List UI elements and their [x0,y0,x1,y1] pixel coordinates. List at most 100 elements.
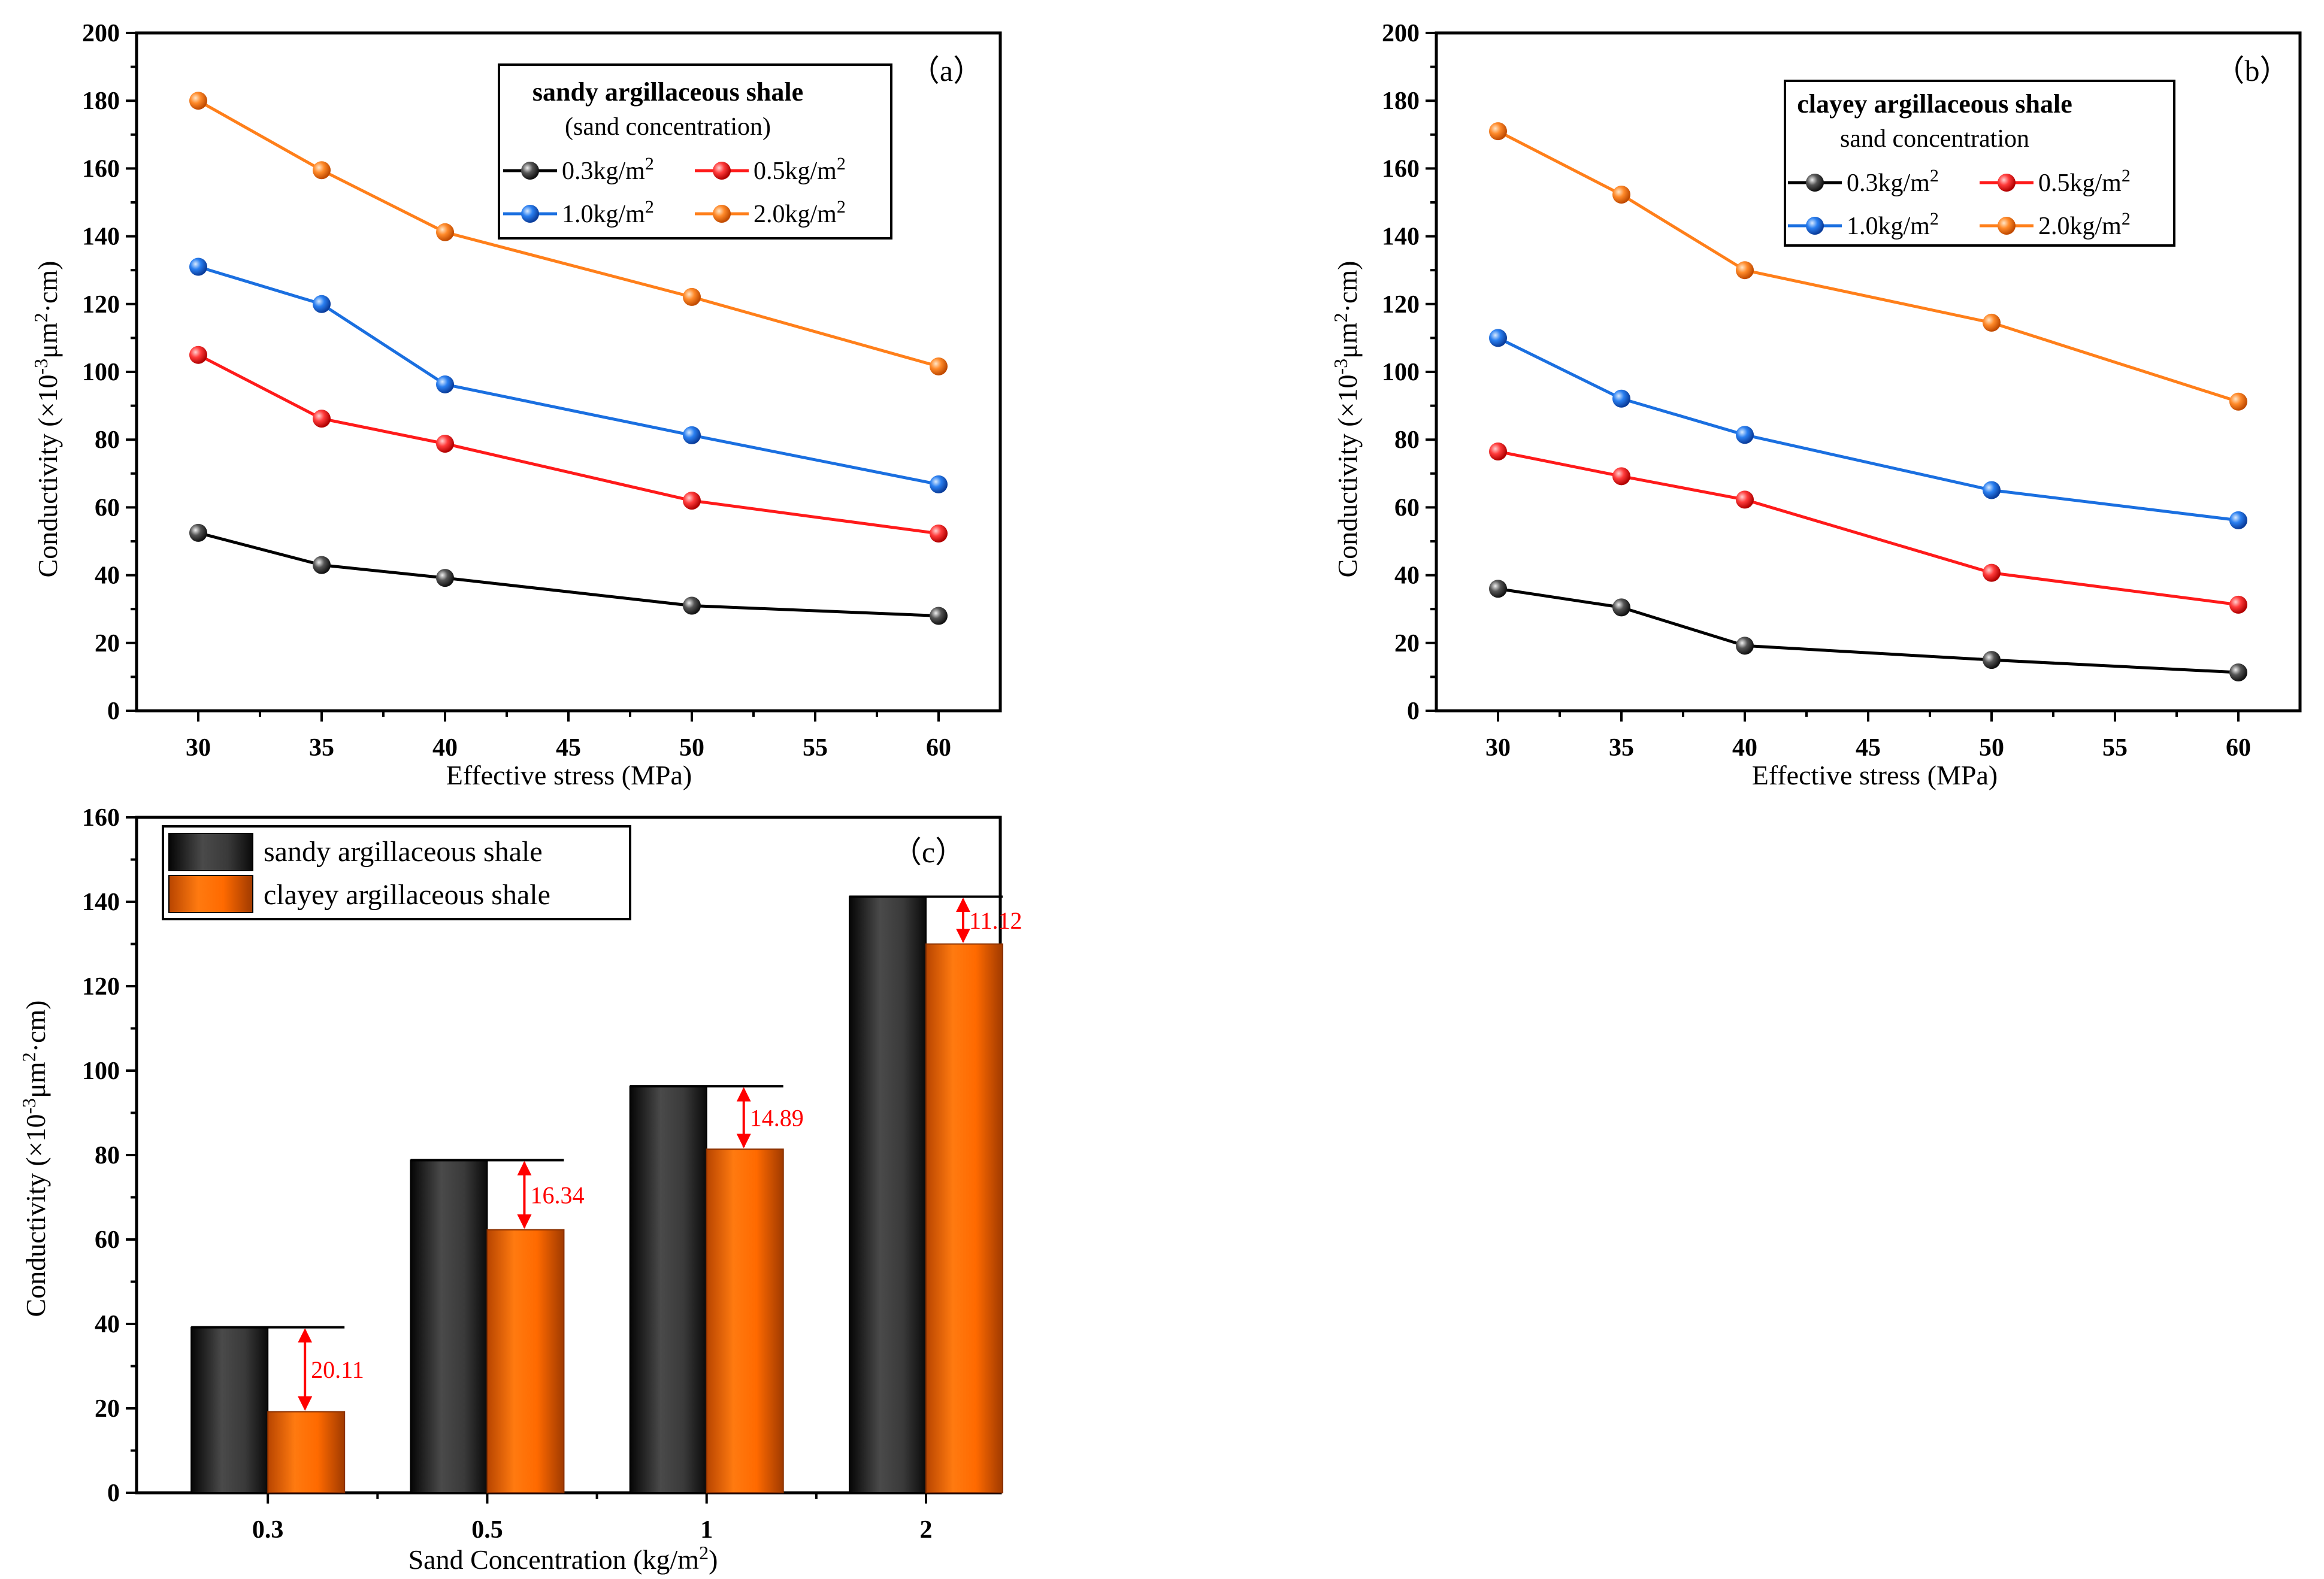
panel-b-x-tick-label: 50 [1979,734,2004,762]
panel-b-y-tick-label: 140 [1382,223,1420,251]
panel-b-legend-label: 2.0kg/m2 [2038,209,2131,240]
panel-b-data-point [1489,580,1507,598]
bar-sandy [190,1326,269,1493]
panel-b-data-point [1612,598,1630,617]
panel-b-data-point [1983,563,2001,582]
panel-a-data-point [436,223,454,241]
panel-a-series-line [198,265,939,486]
panel-a-data-point [930,607,948,625]
bar-clayey [925,943,1003,1493]
panel-c-y-tick-label: 140 [82,889,120,916]
panel-c-x-tick-label: 0.3 [252,1516,284,1544]
panel-b-label: （b） [2215,54,2290,87]
panel-a-data-point [930,357,948,375]
panel-b-data-point [1736,261,1754,280]
panel-b-series [1489,122,2247,682]
panel-a-y-tick-label: 40 [95,562,120,590]
panel-c-y-tick-label: 80 [95,1142,120,1169]
panel-c-bars: 20.11 16.34 14.89 11.12 [190,895,1022,1494]
panel-b-series-line [1497,450,2239,607]
panel-a-legend-box [498,63,892,240]
panel-b-data-point [2229,595,2247,614]
panel-a-data-point [313,410,331,428]
panel-a-data-point [683,426,701,444]
panel-c-y-tick-label: 40 [95,1311,120,1338]
bar-clayey [706,1148,784,1493]
panel-b-data-point [1983,313,2001,332]
panel-b-data-point [2229,392,2247,411]
panel-c-y-tick-label: 100 [82,1057,120,1085]
panel-b-legend-label: 1.0kg/m2 [1847,209,1939,240]
panel-a-data-point [313,556,331,574]
panel-a-legend-label: 0.5kg/m2 [754,154,846,185]
bar-sandy [629,1086,707,1493]
panel-a-data-point [189,257,207,276]
panel-b-legend-marker [1806,174,1824,192]
bar-sandy [848,896,927,1494]
bar-sandy [410,1159,488,1493]
panel-a-legend-marker [713,162,731,180]
panel-b-x-tick-label: 55 [2102,734,2128,762]
panel-a-data-point [436,434,454,453]
panel-a-y-tick-label: 180 [82,87,120,115]
panel-a-data-point [930,475,948,493]
panel-a-data-point [189,92,207,110]
panel-b-data-point [1612,185,1630,204]
panel-a-y-tick-label: 80 [95,426,120,454]
panel-c-legend: sandy argillaceous shale clayey argillac… [162,825,631,920]
panel-b-legend-label: 0.3kg/m2 [1847,166,1939,197]
panel-a-y-tick-label: 100 [82,359,120,386]
panel-a-data-point [683,492,701,510]
panel-a-y-axis-title: Conductivity (×10-3μm2·cm) [30,261,63,578]
panel-b-data-point [2229,511,2247,529]
panel-b-data-point [1736,637,1754,655]
panel-a-legend-marker [713,205,731,223]
panel-c-y-tick-label: 20 [95,1395,120,1423]
panel-b-data-point [1736,426,1754,444]
panel-a-x-tick-label: 30 [186,734,211,762]
panel-a-data-point [683,287,701,306]
panel-a-y-tick-label: 120 [82,291,120,319]
panel-b-data-point [1489,443,1507,461]
panel-b-data-point [1489,329,1507,347]
panel-b-legend-title: clayey argillaceous shale [1797,89,2072,119]
panel-b-y-tick-label: 60 [1394,494,1420,522]
panel-b-series-line [1497,587,2239,674]
panel-b-x-tick-label: 45 [1856,734,1881,762]
panel-a-x-tick-label: 55 [803,734,828,762]
legend-label-sandy: sandy argillaceous shale [264,836,543,868]
panel-a-legend-marker [521,162,539,180]
panel-b-legend-subtitle: sand concentration [1840,125,2029,153]
panel-c-y-axis-title: Conductivity (×10-3μm2·cm) [18,1001,51,1317]
panel-a-x-tick-label: 45 [556,734,581,762]
bar-clayey [267,1411,346,1493]
panel-b-data-point [1983,651,2001,669]
panel-b-y-tick-label: 200 [1382,20,1420,47]
panel-b-data-point [1983,481,2001,499]
panel-a-series-line [197,353,939,535]
panel-b-data-point [1612,389,1630,408]
panel-a-legend-label: 2.0kg/m2 [754,197,846,228]
panel-a-x-tick-label: 60 [926,734,951,762]
panel-b-x-axis-title: Effective stress (MPa) [1752,760,1998,790]
difference-label: 20.11 [311,1356,364,1383]
panel-a-label: （a） [910,54,983,87]
panel-a-legend-marker [521,205,539,223]
panel-c-x-tick-label: 2 [919,1516,932,1544]
difference-label: 16.34 [530,1182,584,1209]
panel-c-y-tick-label: 60 [95,1226,120,1254]
panel-a-legend: sandy argillaceous shale (sand concentra… [498,63,892,240]
panel-b-legend-marker [1998,174,2016,192]
panel-a-data-point [436,569,454,587]
panel-a-data-point [683,596,701,615]
panel-a-y-tick-label: 20 [95,630,120,657]
panel-a-data-point [436,375,454,393]
panel-a-x-tick-label: 40 [432,734,458,762]
legend-swatch-clayey [168,875,253,913]
panel-c-label: （c） [892,835,965,869]
panel-b-x-tick-label: 40 [1732,734,1757,762]
panel-b-y-tick-label: 20 [1394,630,1420,657]
panel-b-legend: clayey argillaceous shale sand concentra… [1784,80,2175,247]
panel-a-series-line [198,531,939,618]
